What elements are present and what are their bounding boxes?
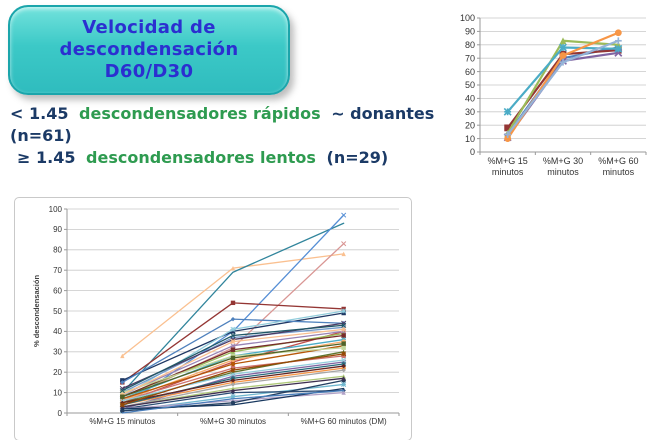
svg-text:20: 20 xyxy=(465,120,475,130)
classification-text: < 1.45 descondensadores rápidos ~ donant… xyxy=(10,103,480,169)
svg-text:80: 80 xyxy=(53,246,62,255)
svg-text:100: 100 xyxy=(460,13,475,23)
svg-text:10: 10 xyxy=(465,134,475,144)
big-chart-frame: 0 10 20 30 40 50 60 70 80 90 100 %M+G 15 minutos %M+… xyxy=(14,197,412,440)
svg-text:minutos: minutos xyxy=(492,167,524,177)
title-line-3: D60/D30 xyxy=(104,61,194,82)
classification-line-slow: ≥ 1.45 descondensadores lentos (n=29) xyxy=(10,147,480,169)
svg-text:30: 30 xyxy=(465,107,475,117)
threshold-fast: < 1.45 xyxy=(10,104,69,123)
svg-text:30: 30 xyxy=(53,348,62,357)
label-donors: ~ donantes xyxy=(331,104,435,123)
svg-text:40: 40 xyxy=(53,327,62,336)
svg-text:60: 60 xyxy=(53,286,62,295)
title-line-1: Velocidad de xyxy=(82,17,216,38)
svg-text:%M+G 60 minutos (DM): %M+G 60 minutos (DM) xyxy=(301,417,387,426)
count-slow: (n=29) xyxy=(326,148,389,167)
count-fast: (n=61) xyxy=(10,126,72,145)
svg-text:20: 20 xyxy=(53,368,62,377)
svg-text:%M+G 30: %M+G 30 xyxy=(543,156,583,166)
svg-text:10: 10 xyxy=(53,388,62,397)
svg-text:0: 0 xyxy=(58,409,63,418)
svg-text:60: 60 xyxy=(465,67,475,77)
svg-text:%M+G 30 minutos: %M+G 30 minutos xyxy=(200,417,266,426)
svg-text:%M+G 15: %M+G 15 xyxy=(488,156,528,166)
svg-text:90: 90 xyxy=(465,27,475,37)
title-line-2: descondensación xyxy=(59,39,239,60)
label-slow-decondensers: descondensadores lentos xyxy=(86,148,316,167)
label-fast-decondensers: descondensadores rápidos xyxy=(79,104,321,123)
svg-text:70: 70 xyxy=(465,53,475,63)
big-line-chart: 0 10 20 30 40 50 60 70 80 90 100 %M+G 15 minutos %M+… xyxy=(32,205,400,426)
svg-text:0: 0 xyxy=(470,147,475,157)
svg-text:% descondensación: % descondensación xyxy=(32,275,41,348)
svg-text:%M+G 15 minutos: %M+G 15 minutos xyxy=(89,417,155,426)
svg-text:40: 40 xyxy=(465,94,475,104)
svg-text:minutos: minutos xyxy=(547,167,579,177)
svg-text:50: 50 xyxy=(465,80,475,90)
svg-text:50: 50 xyxy=(53,307,62,316)
svg-text:80: 80 xyxy=(465,40,475,50)
threshold-slow: ≥ 1.45 xyxy=(17,148,76,167)
svg-text:%M+G 60: %M+G 60 xyxy=(598,156,638,166)
svg-text:70: 70 xyxy=(53,266,62,275)
svg-text:minutos: minutos xyxy=(603,167,635,177)
svg-text:100: 100 xyxy=(49,205,63,214)
classification-line-fast: < 1.45 descondensadores rápidos ~ donant… xyxy=(10,103,480,125)
svg-text:90: 90 xyxy=(53,225,62,234)
title-box: Velocidad de descondensación D60/D30 xyxy=(8,5,290,95)
